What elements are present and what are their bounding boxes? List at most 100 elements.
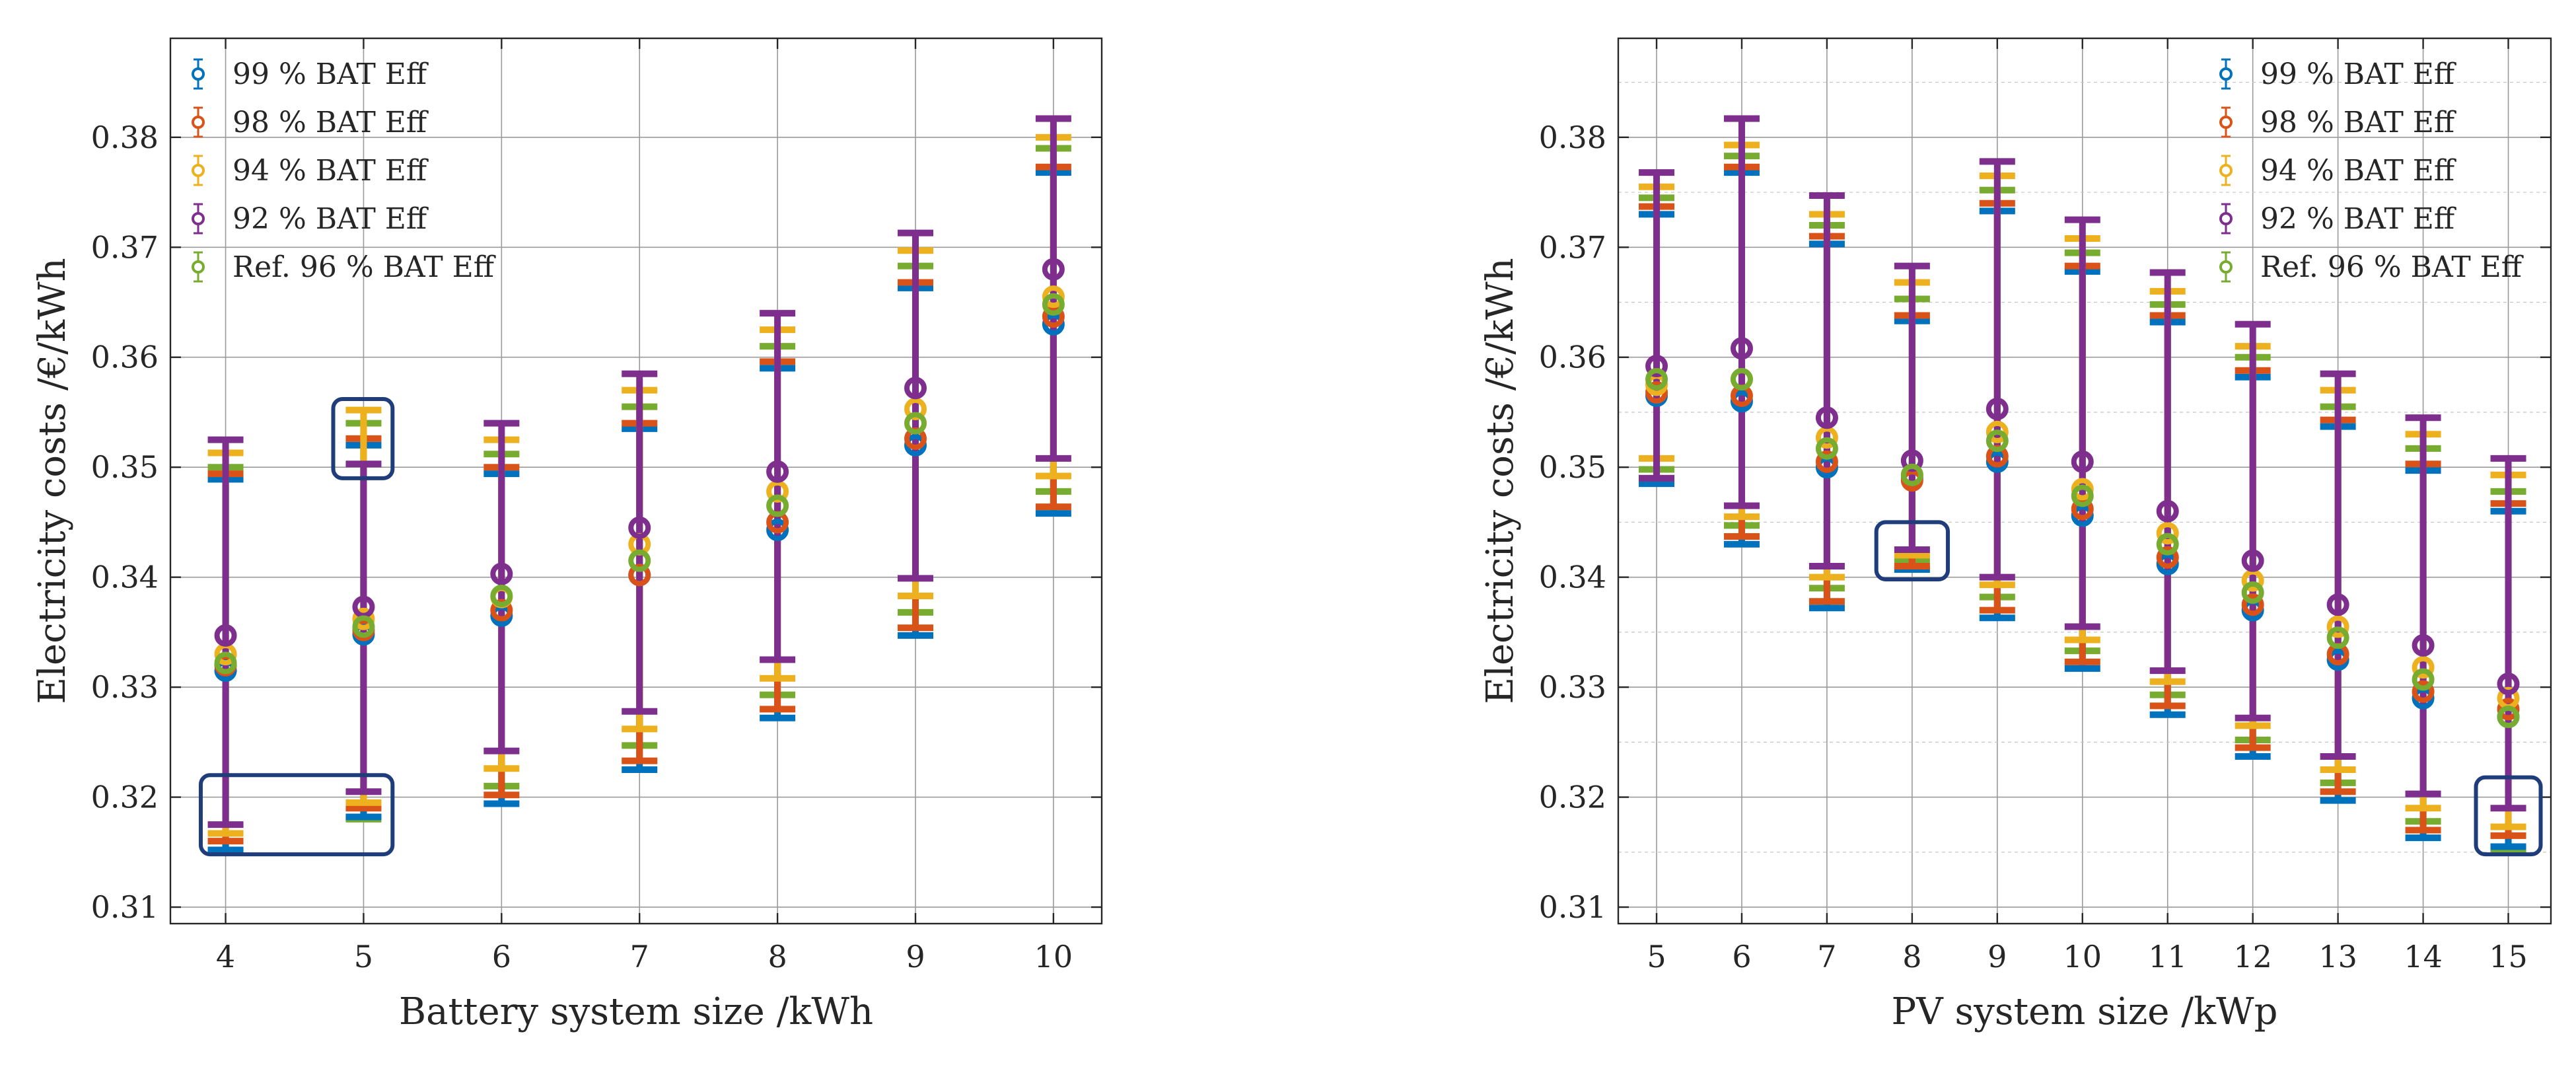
data-point: [628, 549, 651, 572]
x-axis-label: Battery system size /kWh: [399, 990, 873, 1033]
y-tick-label: 0.36: [1539, 340, 1606, 375]
data-point: [2497, 698, 2520, 721]
y-tick-label: 0.33: [91, 669, 159, 705]
data-point: [1645, 368, 1668, 391]
data-point: [1730, 368, 1753, 391]
y-tick-label: 0.34: [91, 560, 159, 595]
data-point: [2326, 593, 2349, 616]
x-tick-label: 6: [1732, 939, 1751, 974]
markers-s92: [1645, 337, 2520, 696]
data-point: [1645, 381, 1668, 404]
legend-marker: [2219, 212, 2233, 225]
legend-label: 98 % BAT Eff: [233, 106, 429, 139]
data-point: [1986, 397, 2009, 420]
data-point: [1730, 337, 1753, 360]
data-point: [628, 516, 651, 539]
data-point: [352, 615, 375, 638]
legend-marker: [2219, 116, 2233, 129]
data-point: [490, 599, 513, 622]
x-tick-label: 15: [2489, 939, 2528, 974]
data-point: [2156, 522, 2179, 545]
y-tick-label: 0.32: [1539, 780, 1606, 815]
data-point: [2412, 668, 2435, 691]
y-tick-label: 0.38: [1539, 120, 1606, 155]
legend-item: Ref. 96 % BAT Eff: [192, 250, 496, 284]
highlight-box: [331, 396, 395, 480]
data-point: [904, 377, 927, 400]
data-point: [2241, 593, 2264, 616]
legend-item: 92 % BAT Eff: [2219, 202, 2456, 236]
x-tick-label: 5: [1647, 939, 1666, 974]
y-tick-label: 0.31: [91, 889, 159, 925]
legend-label: 94 % BAT Eff: [233, 154, 429, 188]
series-s92: [1639, 115, 2526, 812]
y-tick-label: 0.37: [1539, 229, 1606, 265]
data-point: [904, 412, 927, 435]
data-point: [904, 397, 927, 420]
y-tick-label: 0.32: [91, 780, 159, 815]
markers-s92: [214, 258, 1065, 647]
x-tick-label: 7: [630, 939, 649, 974]
data-point: [2156, 546, 2179, 569]
y-tick-label: 0.33: [1539, 669, 1606, 705]
legend-marker: [192, 260, 205, 274]
legend-label: Ref. 96 % BAT Eff: [2260, 250, 2524, 284]
x-tick-label: 4: [216, 939, 235, 974]
data-point: [1900, 449, 1923, 472]
data-point: [2071, 484, 2094, 507]
data-point: [1986, 429, 2009, 453]
data-point: [766, 519, 789, 542]
markers-ref: [214, 293, 1065, 675]
markers-s98: [1645, 381, 2520, 721]
legend-item: Ref. 96 % BAT Eff: [2219, 250, 2524, 284]
axes-frame: [1617, 37, 2552, 925]
data-point: [1815, 437, 1838, 460]
legend-label: Ref. 96 % BAT Eff: [233, 250, 496, 284]
ticks: 0.31 0.32 0.33 0.34 0.35 0.36 0.37 0.38 5 6 7 8 9 10 1…: [1539, 38, 2551, 974]
legend-label: 99 % BAT Eff: [2260, 57, 2456, 91]
highlight-box: [2474, 775, 2543, 857]
ticks: 0.31 0.32 0.33 0.34 0.35 0.36 0.37 0.38 4 5 6 7 8 9 10: [91, 38, 1102, 974]
y-tick-label: 0.35: [91, 449, 159, 485]
legend-item: 99 % BAT Eff: [192, 57, 429, 91]
markers-ref: [1645, 368, 2520, 729]
data-point: [2071, 450, 2094, 473]
data-point: [1986, 420, 2009, 443]
legend-marker: [2219, 260, 2233, 274]
data-point: [1042, 285, 1065, 309]
y-tick-label: 0.37: [91, 229, 159, 265]
data-point: [490, 562, 513, 585]
axes-frame: [169, 37, 1103, 925]
data-point: [490, 584, 513, 607]
legend-item: 98 % BAT Eff: [192, 106, 429, 139]
highlight-box: [1874, 520, 1950, 581]
data-point: [1900, 463, 1923, 486]
y-tick-label: 0.34: [1539, 560, 1606, 595]
x-tick-label: 9: [906, 939, 925, 974]
data-point: [2241, 581, 2264, 604]
data-point: [2241, 549, 2264, 572]
x-tick-label: 5: [354, 939, 373, 974]
x-tick-label: 9: [1987, 939, 2007, 974]
data-point: [766, 494, 789, 517]
legend-item: 99 % BAT Eff: [2219, 57, 2456, 91]
legend-label: 94 % BAT Eff: [2260, 154, 2456, 188]
x-tick-label: 10: [1034, 939, 1073, 974]
data-point: [214, 624, 237, 647]
x-tick-label: 13: [2318, 939, 2357, 974]
data-point: [766, 460, 789, 483]
data-point: [1042, 293, 1065, 316]
legend-item: 98 % BAT Eff: [2219, 106, 2456, 139]
legend-marker: [192, 67, 205, 81]
data-point: [2326, 626, 2349, 649]
legend-marker: [192, 212, 205, 225]
data-point: [1815, 450, 1838, 473]
y-tick-label: 0.36: [91, 340, 159, 375]
legend: 99 % BAT Eff 98 % BAT Eff 94 % BAT Eff 92 %…: [192, 57, 496, 284]
x-tick-label: 8: [768, 939, 787, 974]
data-point: [2156, 499, 2179, 523]
y-axis-label: Electricity costs /€/kWh: [1479, 258, 1522, 704]
data-point: [2497, 673, 2520, 696]
legend-label: 92 % BAT Eff: [2260, 202, 2456, 236]
